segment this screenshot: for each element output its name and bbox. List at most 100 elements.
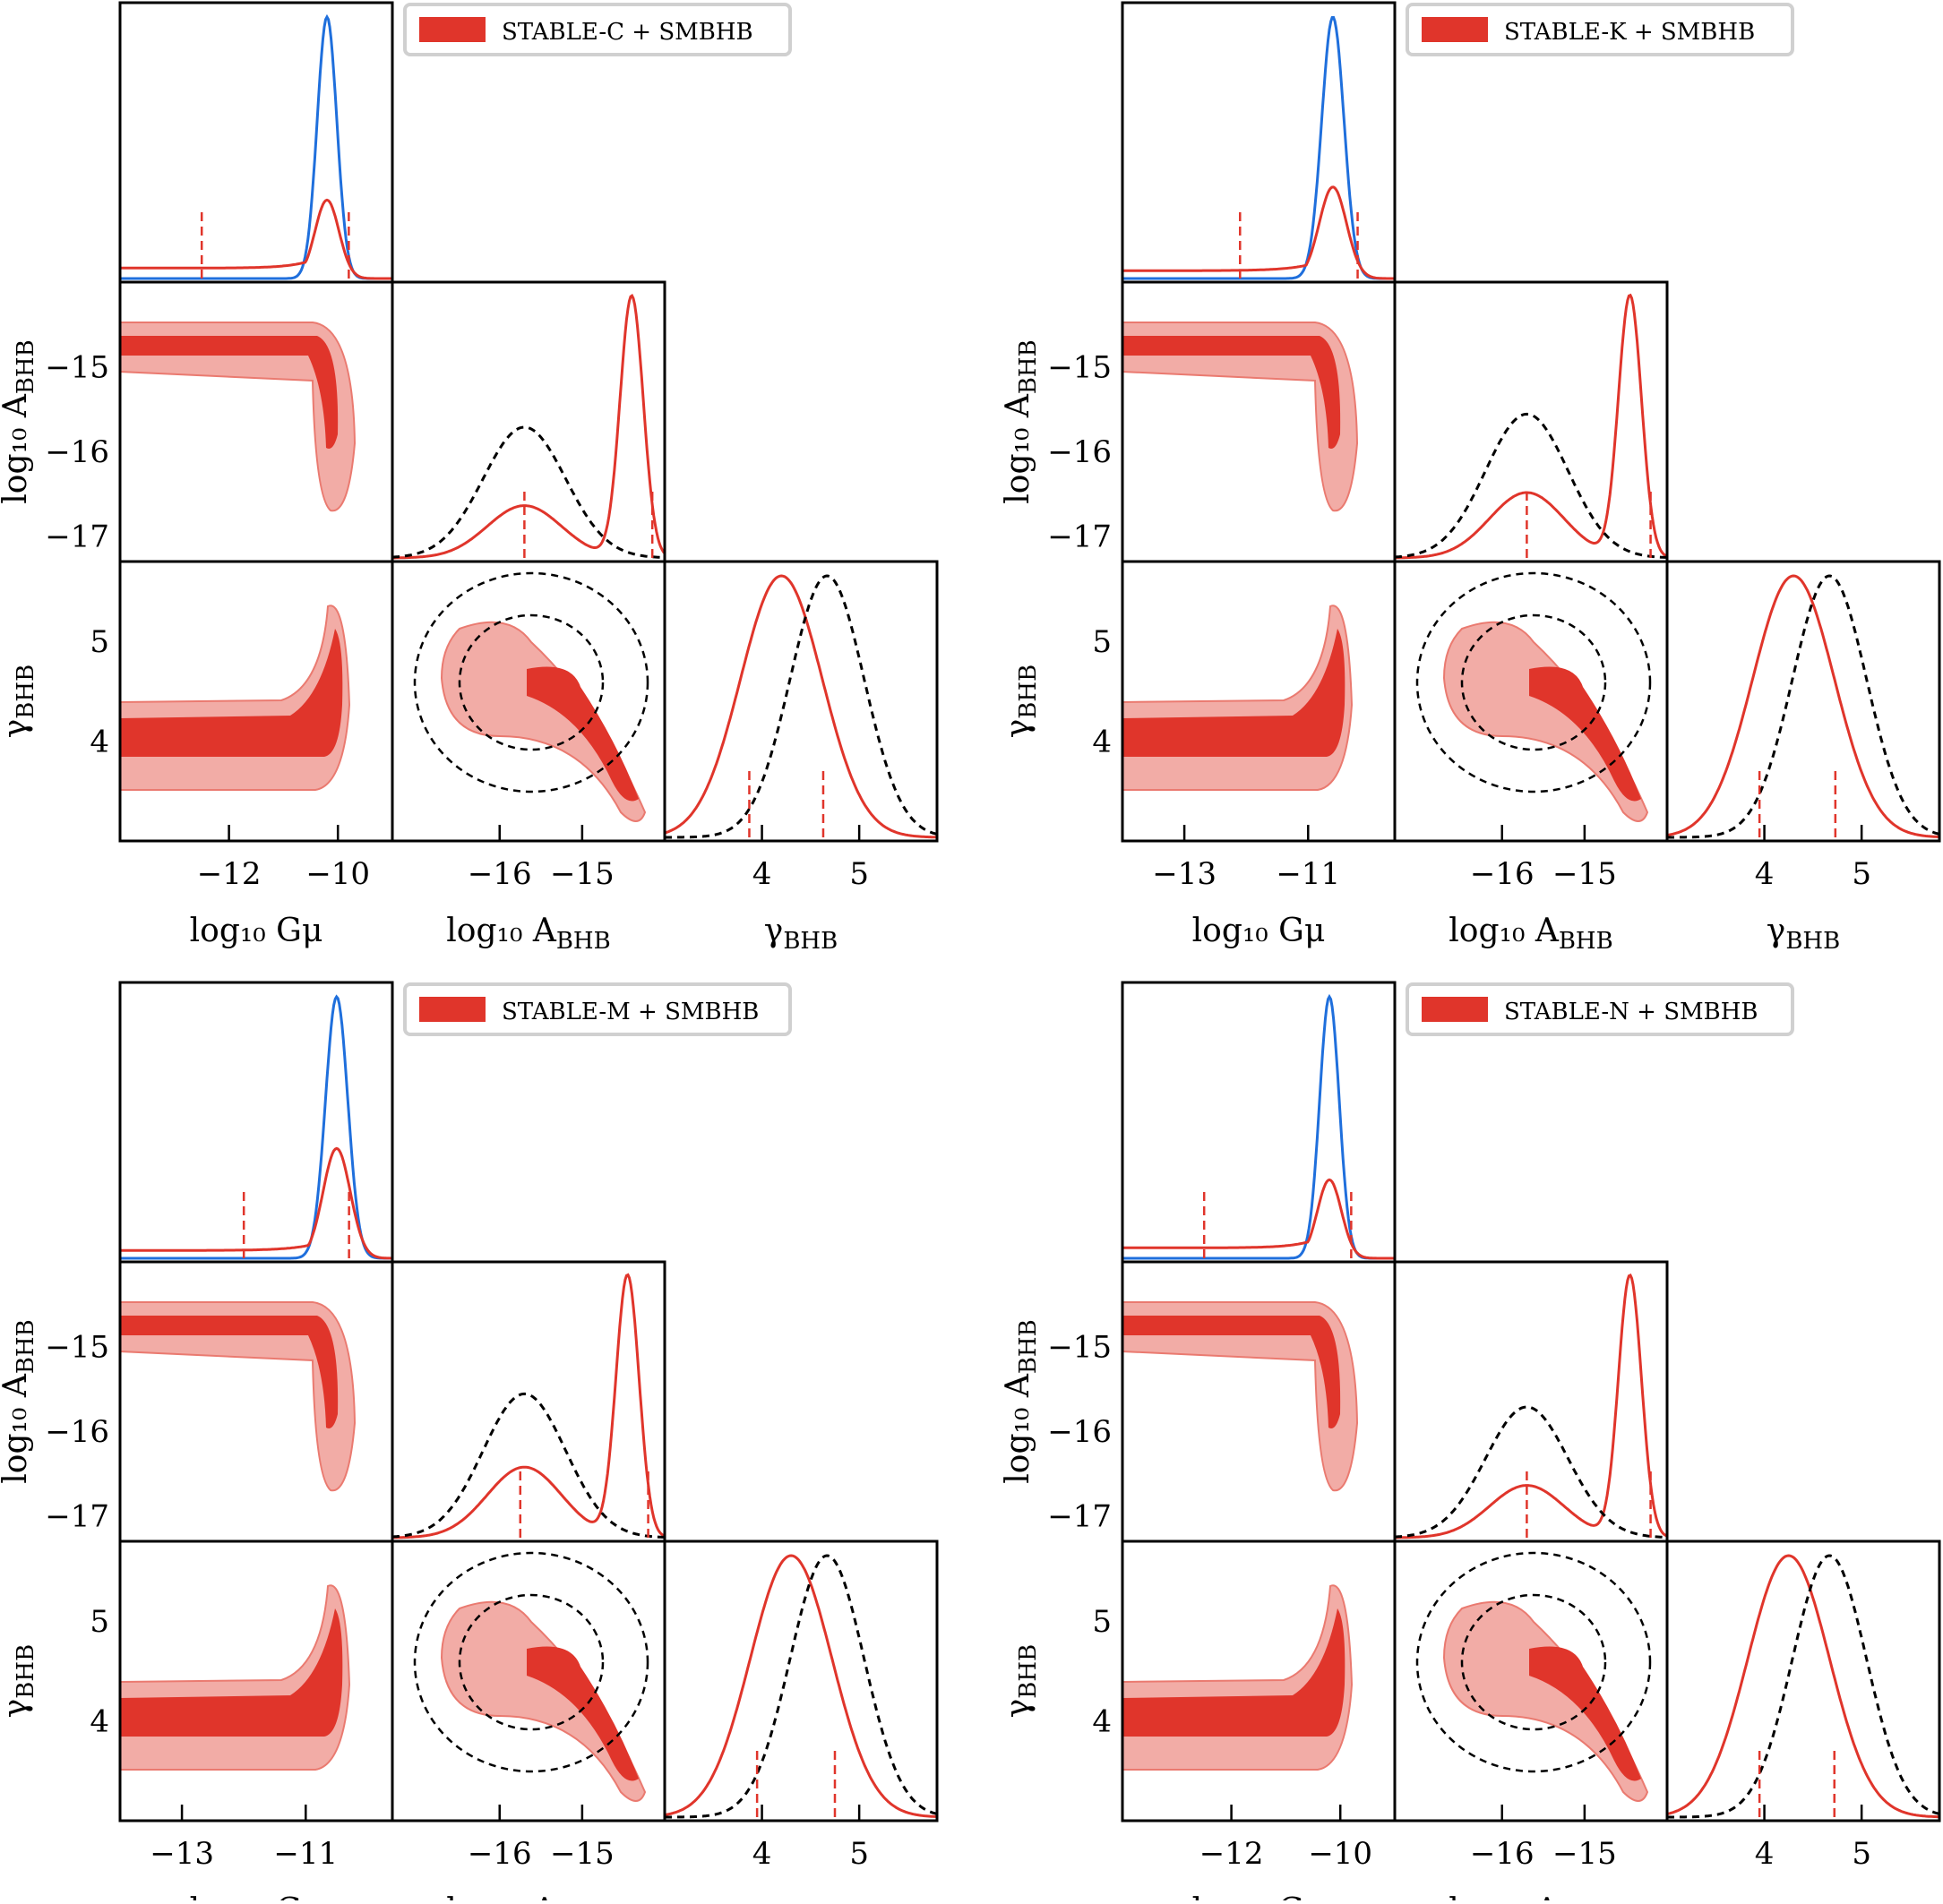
corner-plot-2: −13 −11 −16 −15 4 5 −17 −16 −15 4 5 log₁₀ Gμ log₁₀ A… (1000, 1, 1941, 955)
subscript: BHB (1015, 665, 1042, 719)
x-tick-label: 5 (849, 856, 869, 892)
contour-68-abhb-gamma (527, 1646, 639, 1781)
contour-95-gmu-abhb (1122, 322, 1359, 512)
panel-frame (1393, 1260, 1669, 1543)
legend-swatch (1422, 997, 1488, 1022)
y-tick-label: 4 (1092, 725, 1112, 760)
x-tick-label: 5 (1852, 856, 1871, 892)
y-axis-label: log₁₀ ABHB (1000, 1319, 1042, 1483)
panel-frame (1393, 280, 1669, 563)
panel-frame (1665, 560, 1941, 843)
y-tick-label: −16 (1047, 434, 1112, 470)
legend-label: STABLE-M + SMBHB (502, 999, 759, 1025)
y-tick-label: −17 (1047, 1499, 1112, 1535)
y-tick-label: −17 (1047, 519, 1112, 555)
x-axis-label: γBHB (1767, 913, 1840, 955)
x-tick-label: −15 (550, 856, 615, 892)
prior-contour-68 (458, 1593, 605, 1731)
gmu-blue-posterior (120, 994, 392, 1260)
x-tick-label: −15 (1552, 1836, 1617, 1872)
x-axis-label: log₁₀ Gμ (190, 913, 323, 949)
x-axis-label: γBHB (764, 913, 838, 955)
y-tick-label: −15 (1047, 350, 1112, 386)
contour-95-gmu-abhb (119, 322, 357, 512)
gamma-prior (665, 574, 938, 839)
x-tick-label: 5 (1852, 1836, 1871, 1872)
abhb-red-posterior (392, 293, 666, 560)
y-axis-label: γBHB (1000, 665, 1042, 738)
x-tick-label: 5 (849, 1836, 869, 1872)
x-axis-label: log₁₀ Gμ (190, 1892, 323, 1900)
x-tick-label: −12 (197, 856, 262, 892)
x-tick-label: −10 (305, 856, 370, 892)
x-tick-label: 4 (752, 856, 772, 892)
contour-68-abhb-gamma (527, 666, 639, 802)
x-axis-label: log₁₀ ABHB (1449, 1892, 1612, 1900)
x-tick-label: −11 (1276, 856, 1340, 892)
gamma-red-posterior (664, 574, 937, 839)
y-tick-label: 4 (90, 725, 109, 760)
subscript: BHB (1559, 928, 1613, 955)
gmu-red-posterior (120, 1146, 392, 1260)
x-tick-label: 4 (1755, 856, 1775, 892)
y-axis-label: log₁₀ ABHB (1000, 339, 1042, 503)
x-axis-label: log₁₀ Gμ (1192, 913, 1326, 949)
gamma-prior (1667, 574, 1940, 839)
prior-contour-95 (1415, 1551, 1652, 1773)
legend-box (403, 3, 792, 56)
y-axis-label: log₁₀ ABHB (0, 1319, 39, 1483)
prior-contour-68 (1460, 1593, 1607, 1731)
contour-68-gmu-abhb (120, 336, 339, 449)
x-tick-label: 4 (752, 1836, 772, 1872)
x-tick-label: −12 (1199, 1836, 1264, 1872)
panel-frame (663, 1539, 939, 1823)
panel-frame (118, 981, 394, 1264)
prior-contour-95 (413, 1551, 649, 1773)
panel-frame (118, 1, 394, 284)
panel-frame (663, 560, 939, 843)
contour-68-gmu-gamma (1122, 1608, 1345, 1737)
corner-plot-1: −12 −10 −16 −15 4 5 −17 −16 −15 4 5 log₁₀ Gμ log₁₀ A… (0, 1, 939, 955)
contour-95-abhb-gamma (440, 621, 647, 822)
gamma-red-posterior (1666, 574, 1940, 838)
abhb-red-posterior (1395, 293, 1668, 560)
subscript: BHB (13, 665, 39, 719)
gamma-red-posterior (664, 1554, 938, 1818)
x-axis-label: γBHB (764, 1892, 838, 1900)
subscript: BHB (556, 928, 611, 955)
gmu-blue-posterior (120, 13, 392, 280)
prior-contour-68 (1460, 613, 1607, 751)
abhb-prior (391, 1392, 666, 1539)
abhb-prior (391, 425, 665, 559)
subscript: BHB (1785, 928, 1840, 955)
x-tick-label: −11 (273, 1836, 338, 1872)
legend-label: STABLE-K + SMBHB (1504, 19, 1755, 46)
legend-swatch (419, 17, 486, 42)
y-axis-label: γBHB (1000, 1644, 1042, 1718)
x-axis-label: γBHB (1767, 1892, 1840, 1900)
subscript: BHB (13, 1644, 39, 1699)
contour-68-gmu-gamma (120, 1608, 343, 1737)
gmu-red-posterior (1122, 1178, 1395, 1260)
gmu-blue-posterior (1122, 993, 1395, 1260)
prior-contour-68 (458, 613, 605, 751)
legend-label: STABLE-N + SMBHB (1504, 999, 1758, 1025)
subscript: BHB (783, 928, 838, 955)
legend-label: STABLE-C + SMBHB (502, 19, 753, 46)
contour-68-gmu-abhb (120, 1316, 339, 1428)
x-axis-label: log₁₀ ABHB (1449, 913, 1612, 955)
y-tick-label: −15 (1047, 1330, 1112, 1366)
legend-box (1406, 3, 1794, 56)
x-tick-label: −10 (1308, 1836, 1372, 1872)
subscript: BHB (13, 339, 39, 394)
panel-frame (1665, 1539, 1941, 1823)
abhb-red-posterior (1395, 1274, 1668, 1539)
gamma-red-posterior (1666, 1554, 1940, 1819)
x-tick-label: −13 (150, 1836, 214, 1872)
y-tick-label: −17 (45, 1499, 109, 1535)
x-tick-label: −13 (1152, 856, 1217, 892)
legend-box (1406, 982, 1794, 1036)
x-tick-label: −15 (550, 1836, 615, 1872)
y-tick-label: −16 (45, 434, 109, 470)
y-tick-label: 4 (90, 1704, 109, 1740)
